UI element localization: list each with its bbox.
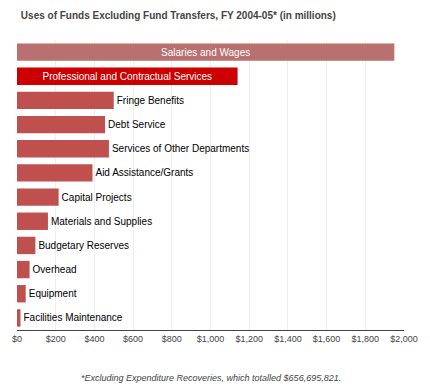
svg-text:Uses of Funds Excluding Fund T: Uses of Funds Excluding Fund Transfers, …	[21, 10, 336, 21]
svg-text:Overhead: Overhead	[33, 264, 77, 275]
svg-text:Services of Other Departments: Services of Other Departments	[112, 143, 249, 154]
svg-text:$800: $800	[162, 334, 182, 344]
svg-text:$600: $600	[123, 334, 143, 344]
svg-text:$200: $200	[46, 334, 66, 344]
svg-text:$1,400: $1,400	[274, 334, 302, 344]
svg-text:Capital Projects: Capital Projects	[62, 192, 132, 203]
svg-text:$400: $400	[84, 334, 104, 344]
svg-text:$2,000: $2,000	[390, 334, 418, 344]
svg-text:Equipment: Equipment	[29, 288, 77, 299]
svg-text:Budgetary Reserves: Budgetary Reserves	[38, 240, 129, 251]
svg-text:$0: $0	[12, 334, 22, 344]
svg-text:Professional and Contractual S: Professional and Contractual Services	[43, 71, 213, 82]
svg-text:$1,800: $1,800	[352, 334, 380, 344]
svg-text:$1,000: $1,000	[197, 334, 225, 344]
svg-text:$1,200: $1,200	[235, 334, 263, 344]
svg-text:Facilities Maintenance: Facilities Maintenance	[23, 312, 122, 323]
svg-text:Aid Assistance/Grants: Aid Assistance/Grants	[95, 167, 193, 178]
svg-text:Materials and Supplies: Materials and Supplies	[51, 216, 152, 227]
svg-text:$1,600: $1,600	[313, 334, 341, 344]
svg-text:Fringe Benefits: Fringe Benefits	[117, 95, 184, 106]
svg-text:*Excluding Expenditure Recover: *Excluding Expenditure Recoveries, which…	[81, 373, 341, 383]
svg-text:Salaries and Wages: Salaries and Wages	[161, 47, 250, 58]
svg-text:Debt Service: Debt Service	[108, 119, 166, 130]
